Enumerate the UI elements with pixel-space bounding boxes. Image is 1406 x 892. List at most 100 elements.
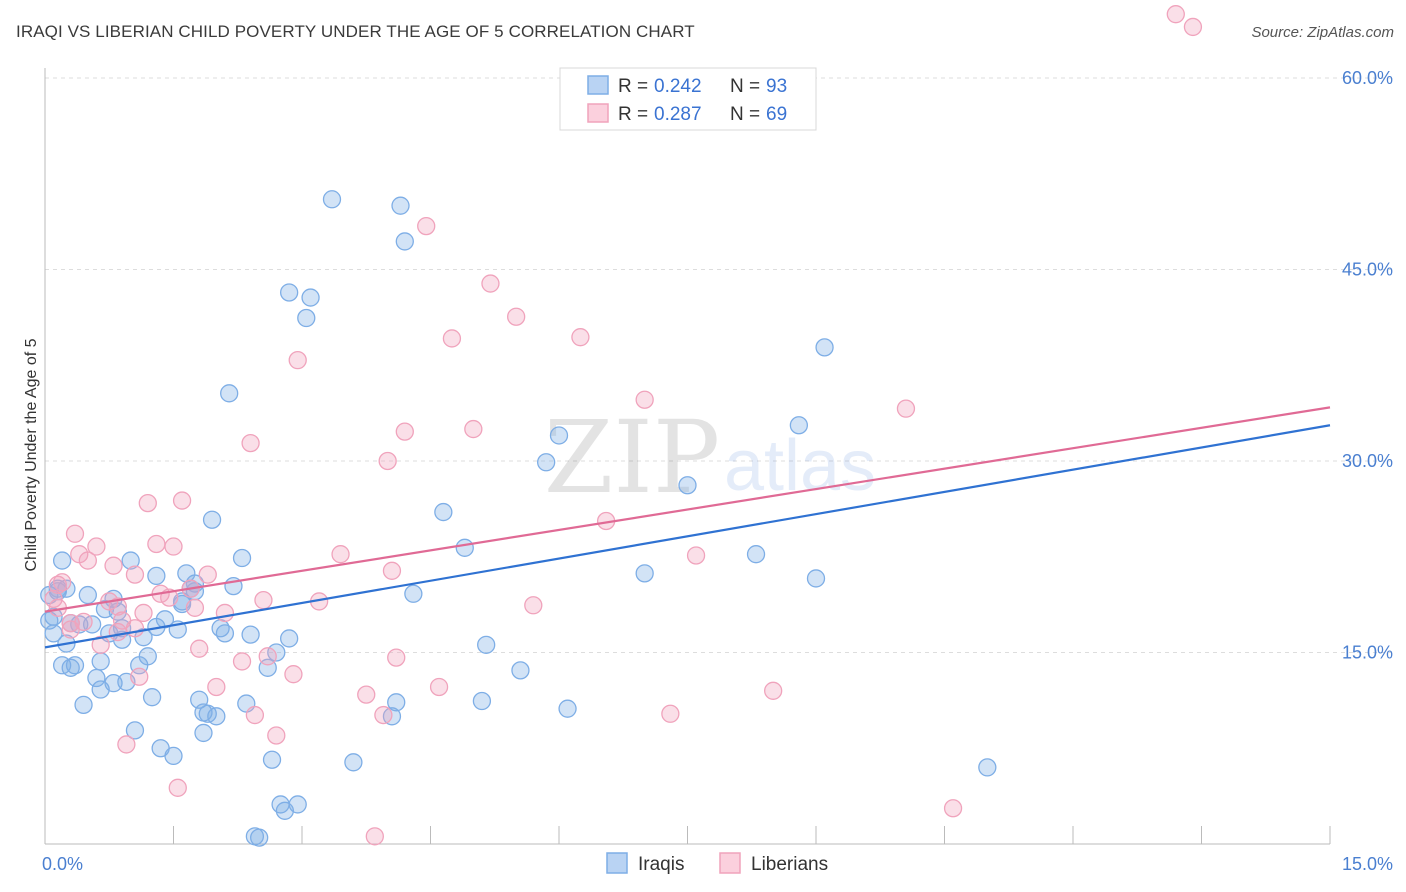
iraqis-point-15 <box>78 585 97 605</box>
x-tick-label-1: 15.0% <box>1342 854 1393 874</box>
iraqis-point-18 <box>91 652 110 671</box>
x-tick-label-0: 0.0% <box>42 854 83 874</box>
legend-n-label-liberians: N = <box>730 104 760 125</box>
iraqis-point-91 <box>815 338 834 357</box>
liberians-point-10 <box>87 537 106 556</box>
bottom-legend-swatch-iraqis <box>606 852 628 874</box>
liberians-point-37 <box>245 705 265 725</box>
iraqis-point-3 <box>44 607 63 626</box>
iraqis-point-80 <box>472 691 492 711</box>
iraqis-point-70 <box>301 288 320 307</box>
liberians-point-31 <box>190 639 209 658</box>
liberians-point-57 <box>507 307 526 326</box>
liberians-point-6 <box>65 524 85 543</box>
liberians-point-52 <box>417 216 436 236</box>
y-axis-label: Child Poverty Under the Age of 5 <box>23 338 40 571</box>
liberians-point-55 <box>464 419 483 439</box>
liberians-point-53 <box>429 677 449 697</box>
iraqis-point-37 <box>155 610 175 629</box>
iraqis-point-47 <box>194 723 213 743</box>
liberians-point-19 <box>125 619 145 638</box>
liberians-point-27 <box>168 778 187 797</box>
liberians-point-64 <box>764 681 783 700</box>
liberians-point-61 <box>635 390 654 409</box>
liberians-point-35 <box>232 652 252 671</box>
legend: R = 0.242 N = 93 R = 0.287 N = 69 <box>559 67 817 131</box>
liberians-point-39 <box>258 647 277 666</box>
liberians-point-59 <box>571 328 590 347</box>
iraqis-point-56 <box>232 548 252 568</box>
iraqis-point-51 <box>207 707 226 726</box>
iraqis-point-54 <box>220 384 239 403</box>
iraqis-point-58 <box>241 625 260 644</box>
iraqis-point-76 <box>395 232 414 251</box>
bottom-legend: Iraqis Liberians <box>606 852 828 875</box>
iraqis-point-63 <box>267 643 286 662</box>
liberians-point-8 <box>74 612 93 632</box>
iraqis-point-79 <box>455 538 474 557</box>
iraqis-point-17 <box>87 668 106 688</box>
liberians-point-49 <box>382 561 402 580</box>
liberians-point-45 <box>357 685 376 704</box>
trend-line-liberians <box>44 406 1331 613</box>
iraqis-point-85 <box>558 699 577 718</box>
bottom-legend-swatch-liberians <box>719 852 741 874</box>
source-label: Source: ZipAtlas.com <box>1251 24 1394 41</box>
iraqis-point-12 <box>65 656 85 675</box>
liberians-point-47 <box>374 705 393 725</box>
iraqis-point-90 <box>806 569 826 588</box>
liberians-point-67 <box>1166 5 1185 24</box>
trend-lines <box>44 406 1331 649</box>
watermark-atlas: atlas <box>724 426 876 506</box>
liberians-point-0 <box>44 589 63 609</box>
legend-swatch-iraqis <box>587 75 609 95</box>
iraqis-point-14 <box>74 695 93 714</box>
bottom-legend-iraqis: Iraqis <box>638 854 684 875</box>
liberians-point-36 <box>241 433 260 453</box>
liberians-point-62 <box>661 704 680 723</box>
y-tick-label-3: 60.0% <box>1342 68 1393 88</box>
liberians-point-41 <box>284 665 303 684</box>
legend-r-label-liberians: R = <box>618 104 648 125</box>
chart-title: IRAQI VS LIBERIAN CHILD POVERTY UNDER TH… <box>16 22 695 41</box>
series-iraqis <box>40 190 997 847</box>
iraqis-point-77 <box>404 584 423 603</box>
legend-n-iraqis: 93 <box>766 76 787 97</box>
iraqis-point-35 <box>147 566 166 586</box>
iraqis-point-66 <box>279 283 299 302</box>
iraqis-point-75 <box>391 196 410 215</box>
gridlines <box>45 77 1392 653</box>
liberians-point-40 <box>267 726 286 745</box>
iraqis-point-81 <box>477 635 496 654</box>
liberians-point-51 <box>395 422 414 441</box>
series-liberians <box>44 5 1203 846</box>
iraqis-point-84 <box>549 426 569 445</box>
iraqis-point-33 <box>142 688 162 707</box>
liberians-point-23 <box>147 534 166 554</box>
legend-r-iraqis: 0.242 <box>654 76 702 97</box>
tick-labels: 15.0% 30.0% 45.0% 60.0% 0.0% 15.0% <box>42 68 1393 874</box>
liberians-point-20 <box>130 667 149 686</box>
iraqis-point-29 <box>125 721 145 740</box>
iraqis-point-88 <box>746 545 766 564</box>
watermark-zip: ZIP <box>544 399 720 516</box>
y-tick-label-1: 30.0% <box>1342 451 1393 471</box>
liberians-point-33 <box>207 677 226 697</box>
liberians-point-44 <box>331 545 350 564</box>
liberians-point-30 <box>185 598 205 617</box>
liberians-point-26 <box>164 537 183 556</box>
liberians-point-13 <box>104 556 123 575</box>
liberians-point-32 <box>198 565 217 584</box>
liberians-point-46 <box>365 827 384 846</box>
liberians-point-54 <box>442 329 462 348</box>
liberians-point-11 <box>91 635 110 654</box>
liberians-point-48 <box>378 451 397 471</box>
iraqis-point-83 <box>537 453 556 472</box>
liberians-point-9 <box>78 551 97 570</box>
iraqis-point-67 <box>279 629 299 648</box>
iraqis-point-92 <box>978 758 997 777</box>
trend-line-iraqis <box>44 424 1331 649</box>
iraqis-point-69 <box>297 308 316 328</box>
iraqis-point-74 <box>387 693 406 712</box>
legend-swatch-liberians <box>587 103 609 123</box>
